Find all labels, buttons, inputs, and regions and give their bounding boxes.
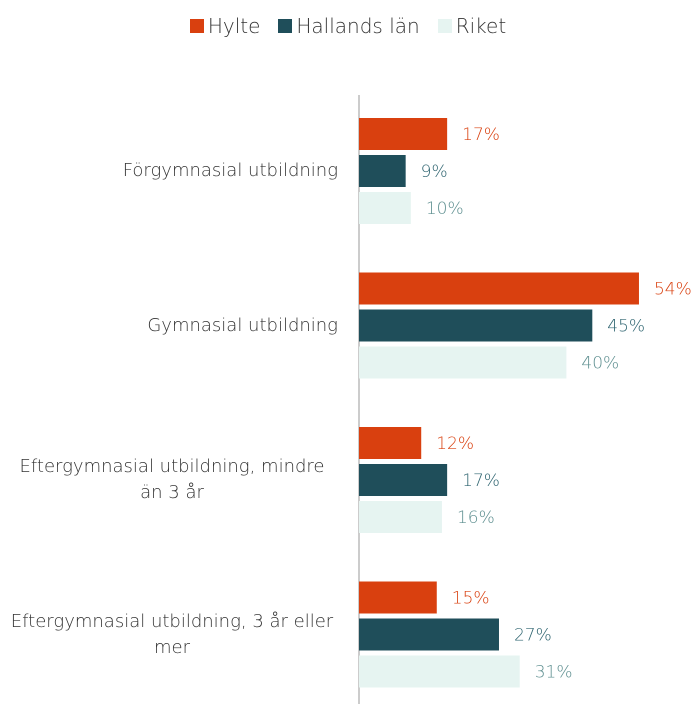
bar — [359, 118, 448, 150]
legend-swatch — [278, 19, 293, 33]
value-label: 45% — [607, 317, 645, 337]
value-label: 27% — [514, 626, 552, 646]
category-label-box: Eftergymnasial utbildning, mindre än 3 å… — [0, 454, 338, 506]
value-label: 15% — [452, 589, 490, 609]
category-label: Förgymnasial utbildning — [122, 160, 338, 181]
bar — [359, 309, 593, 342]
legend-item: Hallands län — [278, 14, 420, 38]
value-label: 12% — [436, 434, 474, 454]
category-label-box: Eftergymnasial utbildning, 3 år eller me… — [0, 609, 338, 661]
value-label: 17% — [462, 125, 500, 145]
legend-item: Riket — [437, 14, 507, 38]
legend: Hylte Hallands län Riket — [0, 14, 696, 38]
bar — [359, 192, 411, 224]
bar — [359, 501, 442, 533]
legend-label: Hylte — [207, 14, 261, 38]
value-label: 31% — [535, 663, 573, 683]
value-label: 16% — [457, 508, 495, 528]
bar — [359, 655, 520, 688]
bar — [359, 346, 567, 379]
legend-item: Hylte — [189, 14, 261, 38]
category-label: Gymnasial utbildning — [147, 314, 338, 336]
category-label: Eftergymnasial utbildning, mindre än 3 å… — [19, 456, 325, 503]
bar — [359, 581, 437, 614]
legend-swatch — [437, 19, 452, 33]
value-label: 9% — [421, 162, 448, 182]
legend-swatch — [189, 19, 204, 33]
category-label: Eftergymnasial utbildning, 3 år eller me… — [10, 610, 334, 658]
bar — [359, 427, 422, 459]
legend-label: Riket — [455, 14, 507, 38]
value-label: 10% — [426, 199, 464, 219]
category-label-box: Förgymnasial utbildning — [0, 158, 338, 184]
bar — [359, 155, 406, 187]
legend-label: Hallands län — [296, 14, 420, 38]
value-label: 54% — [654, 280, 692, 300]
value-label: 17% — [462, 471, 500, 491]
category-label-box: Gymnasial utbildning — [0, 313, 338, 339]
bar — [359, 618, 499, 651]
value-label: 40% — [581, 354, 619, 374]
bar — [359, 272, 639, 305]
bar — [359, 464, 448, 496]
